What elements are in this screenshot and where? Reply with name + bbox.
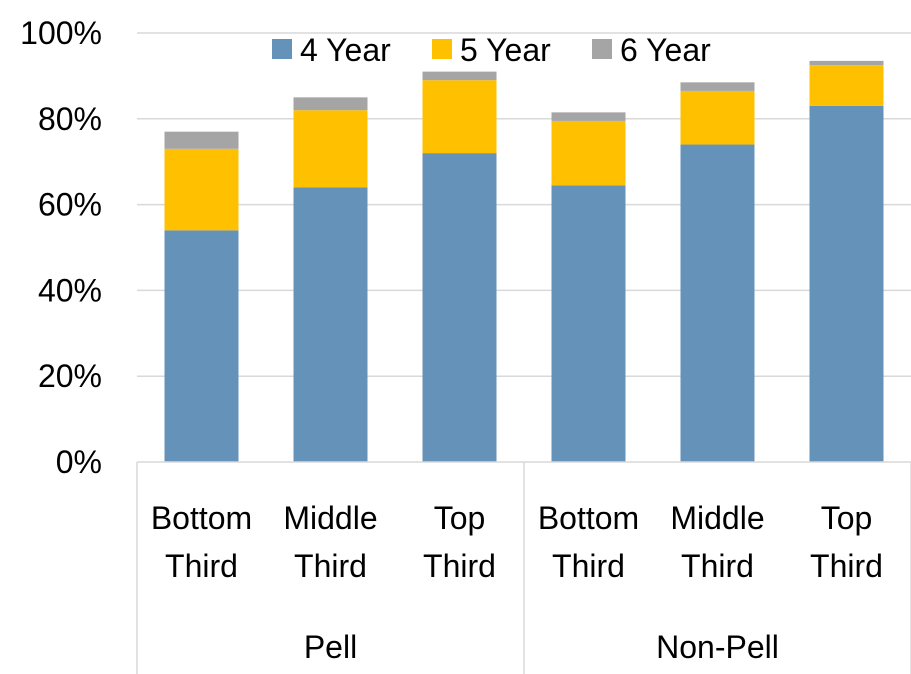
legend-swatch	[592, 39, 612, 59]
y-axis: 0% 20% 40% 60% 80% 100%	[20, 15, 102, 480]
y-tick-label: 60%	[38, 187, 102, 223]
x-tick-label: Top	[434, 500, 486, 536]
gridlines	[137, 32, 911, 377]
x-tick-label: Middle	[283, 500, 377, 536]
bar-segment	[164, 131, 239, 149]
x-tick-label: Bottom	[151, 500, 252, 536]
y-tick-label: 0%	[56, 444, 102, 480]
group-label: Non-Pell	[656, 629, 779, 665]
legend-swatch	[432, 39, 452, 59]
bar-segment	[164, 148, 239, 231]
legend-label: 5 Year	[460, 32, 551, 68]
legend-label: 6 Year	[620, 32, 711, 68]
y-tick-label: 80%	[38, 101, 102, 137]
bar-segment	[809, 60, 884, 66]
x-tick-label: Third	[423, 548, 496, 584]
bar-segment	[680, 144, 755, 463]
x-tick-label: Top	[821, 500, 873, 536]
x-tick-label: Middle	[670, 500, 764, 536]
bar-segment	[809, 65, 884, 106]
x-tick-label: Third	[552, 548, 625, 584]
x-tick-label: Third	[810, 548, 883, 584]
bar-segment	[551, 120, 626, 186]
x-tick-label: Bottom	[538, 500, 639, 536]
x-axis: Bottom Third Middle Third Top Third Bottom Thir…	[136, 461, 911, 674]
bars	[164, 60, 884, 463]
bar-segment	[422, 153, 497, 462]
bar-segment	[680, 90, 755, 145]
x-tick-label: Third	[294, 548, 367, 584]
y-tick-label: 40%	[38, 272, 102, 308]
bar-segment	[680, 82, 755, 91]
bar-segment	[551, 112, 626, 121]
y-tick-label: 20%	[38, 358, 102, 394]
bar-segment	[809, 105, 884, 463]
bar-segment	[422, 71, 497, 81]
bar-segment	[293, 187, 368, 462]
bar-segment	[164, 230, 239, 462]
bar-segment	[551, 185, 626, 463]
x-tick-label: Third	[681, 548, 754, 584]
y-tick-label: 100%	[20, 15, 102, 51]
bar-segment	[293, 97, 368, 111]
group-label: Pell	[304, 629, 357, 665]
x-tick-label: Third	[165, 548, 238, 584]
bar-segment	[422, 80, 497, 154]
bar-segment	[293, 110, 368, 188]
legend-label: 4 Year	[300, 32, 391, 68]
legend: 4 Year 5 Year 6 Year	[272, 32, 711, 68]
legend-swatch	[272, 39, 292, 59]
